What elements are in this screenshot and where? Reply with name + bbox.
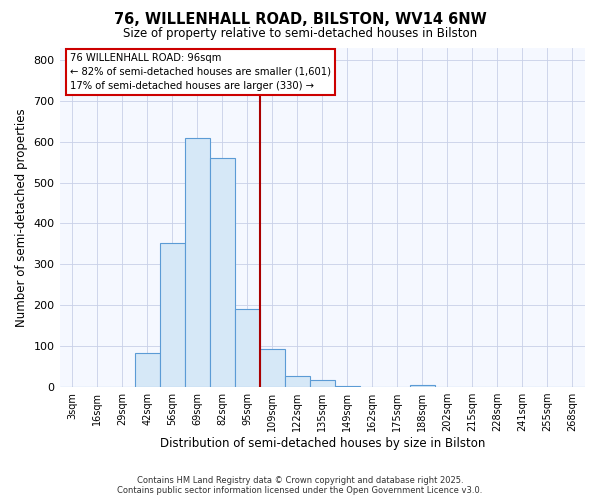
Bar [209,158,235,387]
Text: Contains HM Land Registry data © Crown copyright and database right 2025.: Contains HM Land Registry data © Crown c… [137,476,463,485]
X-axis label: Distribution of semi-detached houses by size in Bilston: Distribution of semi-detached houses by … [160,437,485,450]
Y-axis label: Number of semi-detached properties: Number of semi-detached properties [15,108,28,326]
Bar [310,380,335,387]
Text: 76 WILLENHALL ROAD: 96sqm
← 82% of semi-detached houses are smaller (1,601)
17% : 76 WILLENHALL ROAD: 96sqm ← 82% of semi-… [70,52,331,90]
Bar [235,310,260,387]
Bar [335,386,360,387]
Bar [285,376,310,387]
Bar [134,353,160,387]
Bar [410,385,435,387]
Bar [185,138,209,387]
Bar [160,243,185,387]
Bar [260,349,285,387]
Text: Size of property relative to semi-detached houses in Bilston: Size of property relative to semi-detach… [123,28,477,40]
Text: 76, WILLENHALL ROAD, BILSTON, WV14 6NW: 76, WILLENHALL ROAD, BILSTON, WV14 6NW [113,12,487,28]
Text: Contains public sector information licensed under the Open Government Licence v3: Contains public sector information licen… [118,486,482,495]
